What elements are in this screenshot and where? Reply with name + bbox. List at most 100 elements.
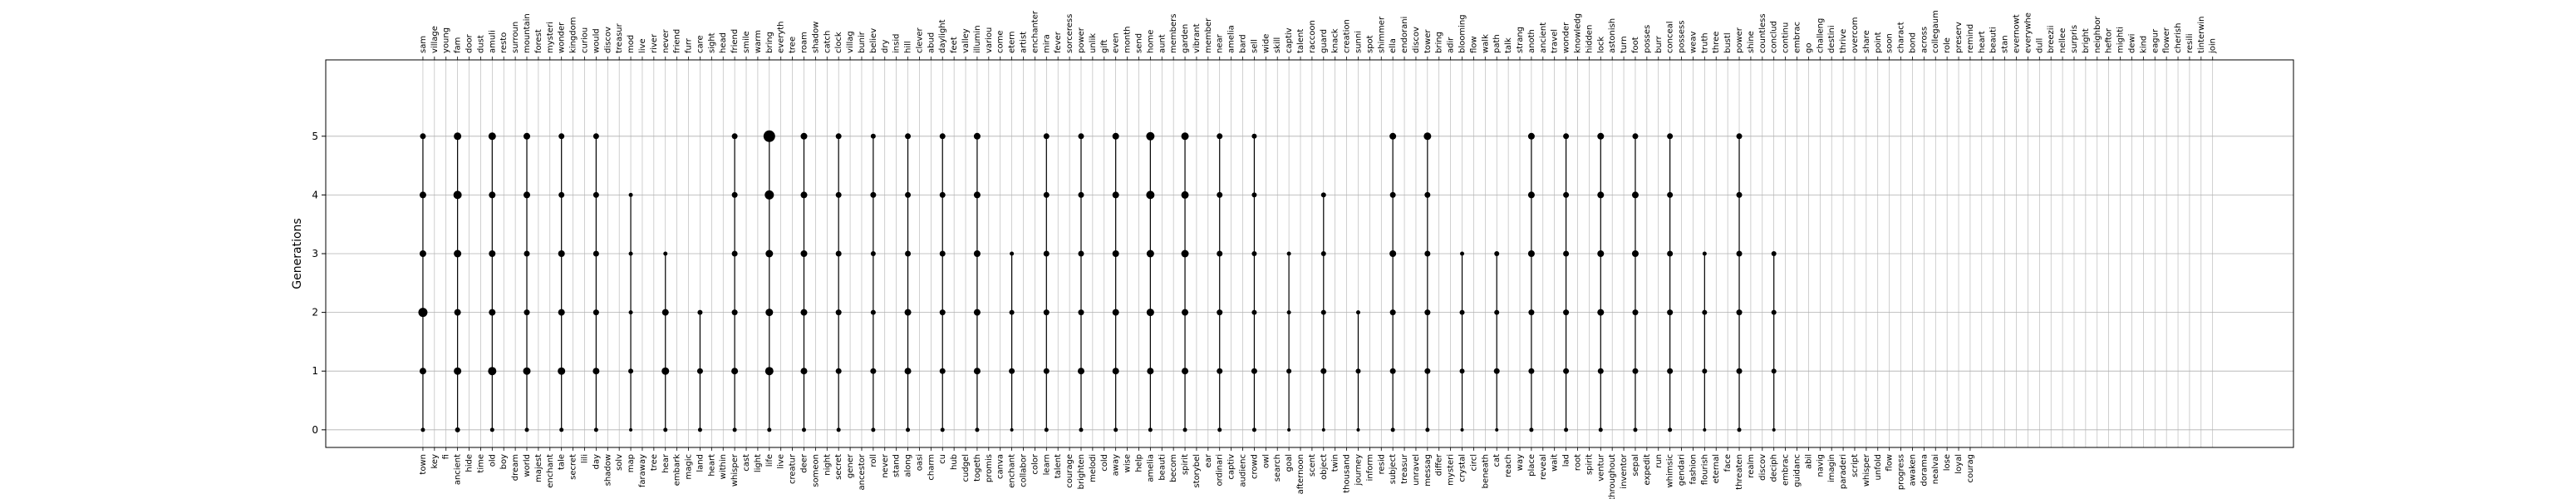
x-tick-label-top: smile <box>742 31 751 53</box>
x-tick-label-top: friend <box>730 29 740 53</box>
data-point <box>939 309 946 316</box>
x-tick-label-top: charact <box>1897 22 1906 53</box>
x-tick-label-bottom: thousand <box>1343 454 1352 493</box>
x-tick-label-top: door <box>465 33 474 53</box>
x-tick-label-bottom: away <box>1112 454 1121 476</box>
x-tick-label-top: anoth <box>1527 29 1536 53</box>
x-tick-label-bottom: majest <box>534 454 543 482</box>
data-point <box>1320 251 1326 256</box>
data-point <box>455 427 460 432</box>
x-tick-label-bottom: secret <box>834 454 843 480</box>
data-point <box>420 133 426 140</box>
x-tick-label-bottom: root <box>1573 454 1582 471</box>
data-point <box>558 250 565 257</box>
x-tick-label-bottom: navig <box>1816 454 1825 477</box>
x-tick-label-top: conclud <box>1770 21 1779 53</box>
x-tick-label-top: continu <box>1782 22 1791 53</box>
data-point <box>1181 250 1189 258</box>
data-point <box>1563 368 1570 374</box>
x-tick-label-top: raccoon <box>1308 20 1317 53</box>
x-tick-label-top: daylight <box>938 19 947 53</box>
x-tick-label-top: kingdom <box>569 17 578 53</box>
x-tick-label-bottom: gendari <box>1678 454 1687 486</box>
x-tick-label-bottom: spirit <box>1585 454 1594 475</box>
y-axis-label: Generations <box>291 218 304 289</box>
x-tick-label-bottom: learn <box>1042 454 1051 475</box>
y-tick-label: 0 <box>312 424 318 436</box>
x-tick-label-top: go <box>1804 43 1813 53</box>
data-point <box>939 133 946 140</box>
data-point <box>870 191 877 198</box>
data-point <box>1389 250 1397 257</box>
data-point <box>800 309 808 316</box>
x-tick-label-bottom: unravel <box>1412 454 1421 486</box>
x-tick-label-top: preserv <box>1954 22 1964 53</box>
data-point <box>835 368 842 374</box>
data-point <box>731 191 738 198</box>
data-point <box>1527 191 1535 199</box>
data-point <box>731 368 739 375</box>
data-point <box>1217 250 1223 257</box>
x-tick-label-bottom: someon <box>811 454 820 487</box>
x-tick-label-top: heftor <box>2105 27 2114 53</box>
x-tick-label-top: travel <box>1551 29 1560 53</box>
x-tick-label-bottom: light <box>754 454 763 472</box>
x-tick-label-top: mountain <box>523 13 532 53</box>
x-tick-label-top: hidden <box>1585 25 1594 53</box>
x-tick-label-top: heart <box>1978 31 1987 53</box>
data-point <box>697 427 702 432</box>
x-tick-label-top: friend <box>673 29 682 53</box>
data-point <box>1146 131 1155 141</box>
x-tick-label-top: dust <box>476 35 485 53</box>
x-tick-label-bottom: collabor <box>1020 453 1029 487</box>
data-point <box>1320 309 1326 315</box>
grid-layer <box>326 60 2293 447</box>
data-point <box>1667 191 1674 198</box>
x-tick-label-top: shimmer <box>1377 16 1386 53</box>
data-point <box>763 130 775 142</box>
x-tick-label-bottom: gener <box>846 453 855 478</box>
x-tick-label-bottom: cudgel <box>961 454 971 482</box>
data-point <box>1146 309 1154 317</box>
x-tick-label-bottom: place <box>1527 454 1536 477</box>
x-tick-label-bottom: secret <box>569 454 578 480</box>
x-tick-label-bottom: courag <box>1966 454 1975 483</box>
data-point <box>870 368 877 374</box>
x-tick-label-top: would <box>592 28 601 53</box>
data-point <box>1460 427 1464 432</box>
x-tick-label-bottom: fashion <box>1689 454 1698 484</box>
data-point <box>732 427 737 432</box>
x-tick-label-top: astonish <box>1608 18 1617 53</box>
x-tick-label-bottom: beneath <box>1481 454 1490 488</box>
data-point <box>904 368 912 375</box>
x-tick-label-top: bring <box>1435 32 1444 53</box>
x-tick-label-top: feet <box>950 37 959 53</box>
data-point <box>731 309 738 316</box>
data-point <box>593 427 598 432</box>
data-point <box>1598 427 1603 432</box>
x-tick-label-top: enchanter <box>1030 10 1040 53</box>
x-tick-label-bottom: hide <box>465 454 474 472</box>
x-tick-label-top: catch <box>823 31 832 53</box>
x-tick-label-bottom: reach <box>1504 454 1513 477</box>
data-point <box>524 191 531 199</box>
x-tick-label-top: dry <box>881 40 890 53</box>
x-tick-label-top: tinterwin <box>2197 16 2206 53</box>
x-tick-label-top: mighti <box>2116 27 2126 53</box>
data-point <box>1181 190 1189 199</box>
point-layer <box>418 130 1777 432</box>
data-point <box>1043 133 1050 140</box>
data-point <box>1597 132 1605 140</box>
x-tick-label-top: flow <box>1469 36 1478 53</box>
x-tick-label-top: discov <box>1412 27 1421 53</box>
data-point <box>1356 427 1360 432</box>
x-tick-label-top: come <box>996 30 1005 53</box>
x-tick-label-bottom: circl <box>1469 454 1478 471</box>
data-point <box>592 250 599 257</box>
x-tick-label-bottom: object <box>1320 454 1329 480</box>
data-point <box>1667 133 1674 140</box>
data-point <box>1251 133 1257 139</box>
x-tick-label-top: resili <box>2185 33 2195 53</box>
x-tick-label-top: path <box>1492 34 1502 53</box>
data-point <box>1112 132 1119 140</box>
